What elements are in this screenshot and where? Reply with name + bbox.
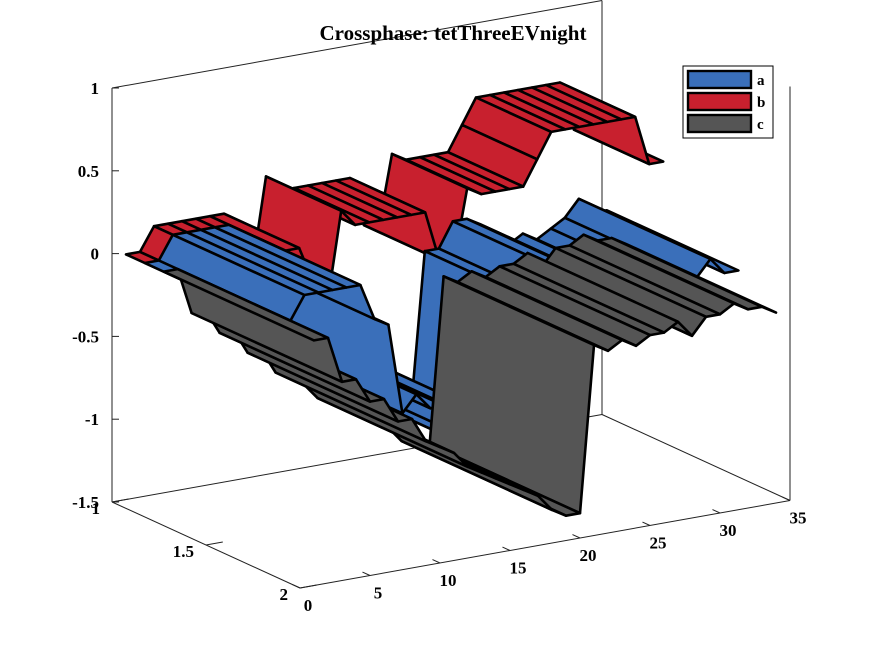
legend-label-c: c [757,117,764,133]
z-tick-label: 0.5 [78,162,99,181]
x-tick-mark [292,584,301,589]
x-tick-mark [362,571,371,576]
x-tick-mark [572,534,581,539]
chart-title: Crossphase: tetThreeEVnight [320,21,587,45]
y-tick-mark [205,541,223,546]
x-tick-mark [712,509,721,514]
x-tick-mark [642,521,651,526]
x-tick-label: 35 [790,509,807,528]
legend-label-a: a [757,73,765,89]
x-tick-label: 20 [580,546,597,565]
z-tick-label: 0 [91,245,100,264]
z-tick-label: -0.5 [72,327,99,346]
ribbons [124,81,778,518]
x-tick-label: 15 [510,559,527,578]
axis-edge-5 [601,414,791,501]
y-tick-label: 1 [92,499,101,518]
z-tick-label: -1 [85,410,99,429]
y-tick-mark [299,584,317,589]
x-tick-label: 0 [304,596,313,615]
x-tick-mark [432,559,441,564]
axis-edge-6 [299,500,791,589]
z-tick-label: -1.5 [72,493,99,512]
ribbon-series-c [162,233,778,518]
legend-swatch-b [686,91,753,112]
x-tick-label: 5 [374,584,383,603]
z-tick-label: 1 [91,79,100,98]
y-tick-mark [111,498,129,503]
legend-swatch-c [686,113,753,134]
y-tick-label: 1.5 [173,542,194,561]
axis-edge-2 [111,0,603,89]
x-tick-label: 25 [650,534,667,553]
x-tick-label: 30 [720,521,737,540]
legend-swatch-a [686,69,753,90]
y-tick-label: 2 [280,585,289,604]
ribbon-segment [162,267,330,342]
x-tick-label: 10 [440,571,457,590]
legend: abc [682,65,774,139]
x-tick-mark [502,546,511,551]
legend-label-b: b [757,95,765,111]
x-tick-mark [782,496,791,501]
